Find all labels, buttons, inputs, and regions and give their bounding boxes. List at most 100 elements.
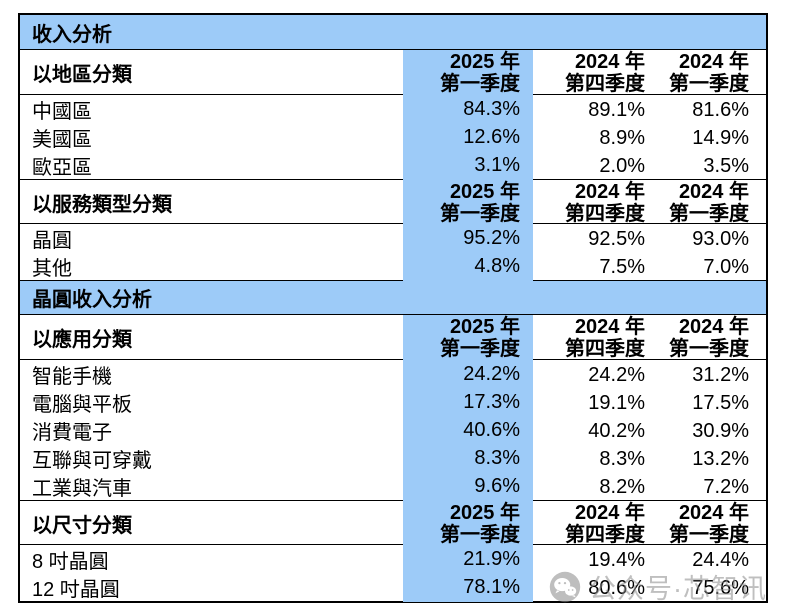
value-cell: 8.3% [599, 447, 645, 470]
quarter-year: 2025 年 [449, 50, 520, 73]
quarter-year: 2025 年 [449, 501, 520, 524]
quarter-year: 2025 年 [449, 315, 520, 338]
quarter-header-2024q4: 2024 年 第四季度 [533, 50, 658, 95]
row-label: 工業與汽車 [32, 478, 132, 500]
value-cell: 3.1% [403, 151, 533, 180]
row-label: 12 吋晶圓 [32, 579, 120, 601]
quarter-year: 2024 年 [574, 180, 645, 203]
value-cell: 30.9% [692, 419, 749, 442]
row-label: 晶圓 [32, 230, 72, 252]
value-cell: 80.6% [588, 576, 645, 599]
section-title: 晶圓收入分析 [32, 289, 152, 311]
value-cell: 84.3% [403, 95, 533, 124]
table-row: 工業與汽車 9.6% 8.2% 7.2% [20, 472, 766, 501]
value-cell: 40.6% [403, 416, 533, 445]
quarter-name: 第一季度 [440, 337, 520, 360]
quarter-header-2025q1: 2025 年 第一季度 [403, 180, 533, 225]
value-cell: 9.6% [403, 472, 533, 501]
quarter-year: 2024 年 [574, 315, 645, 338]
quarter-header-2024q1: 2024 年 第一季度 [658, 501, 762, 546]
revenue-analysis-table: 收入分析 以地區分類 2025 年 第一季度 2024 年 第四季度 2024 … [18, 13, 768, 603]
table-row: 12 吋晶圓 78.1% 80.6% 75.6% [20, 573, 766, 602]
value-cell: 8.9% [599, 126, 645, 149]
quarter-name: 第一季度 [669, 523, 749, 546]
table-row: 晶圓 95.2% 92.5% 93.0% [20, 224, 766, 253]
value-cell: 19.1% [588, 391, 645, 414]
table-row: 8 吋晶圓 21.9% 19.4% 24.4% [20, 545, 766, 574]
row-label: 消費電子 [32, 422, 112, 444]
row-label: 美國區 [32, 129, 92, 151]
row-label: 8 吋晶圓 [32, 551, 109, 573]
quarter-name: 第一季度 [440, 202, 520, 225]
quarter-year: 2024 年 [678, 50, 749, 73]
group-label: 以應用分類 [32, 329, 132, 351]
value-cell: 17.5% [692, 391, 749, 414]
value-cell: 8.2% [599, 475, 645, 498]
value-cell: 75.6% [692, 576, 749, 599]
value-cell: 19.4% [588, 548, 645, 571]
quarter-name: 第四季度 [565, 337, 645, 360]
value-cell: 40.2% [588, 419, 645, 442]
quarter-header-2025q1: 2025 年 第一季度 [403, 50, 533, 95]
group-label: 以地區分類 [32, 64, 132, 86]
table-row: 智能手機 24.2% 24.2% 31.2% [20, 360, 766, 389]
value-cell: 93.0% [692, 227, 749, 250]
value-cell: 7.2% [703, 475, 749, 498]
table-row: 其他 4.8% 7.5% 7.0% [20, 252, 766, 281]
quarter-year: 2025 年 [449, 180, 520, 203]
value-cell: 92.5% [588, 227, 645, 250]
quarter-name: 第一季度 [669, 202, 749, 225]
quarter-name: 第一季度 [669, 72, 749, 95]
value-cell: 89.1% [588, 98, 645, 121]
value-cell: 4.8% [403, 252, 533, 281]
quarter-year: 2024 年 [574, 50, 645, 73]
quarter-name: 第四季度 [565, 523, 645, 546]
quarter-header-2024q1: 2024 年 第一季度 [658, 180, 762, 225]
quarter-name: 第一季度 [440, 72, 520, 95]
value-cell: 21.9% [403, 545, 533, 574]
row-label: 電腦與平板 [32, 394, 132, 416]
value-cell: 7.5% [599, 255, 645, 278]
value-cell: 13.2% [692, 447, 749, 470]
quarter-year: 2024 年 [678, 501, 749, 524]
quarter-header-2024q4: 2024 年 第四季度 [533, 315, 658, 360]
table-row: 電腦與平板 17.3% 19.1% 17.5% [20, 388, 766, 417]
value-cell: 31.2% [692, 363, 749, 386]
value-cell: 95.2% [403, 224, 533, 253]
quarter-name: 第四季度 [565, 202, 645, 225]
value-cell: 24.4% [692, 548, 749, 571]
table-row: 互聯與可穿戴 8.3% 8.3% 13.2% [20, 444, 766, 473]
quarter-year: 2024 年 [678, 315, 749, 338]
quarter-header-2024q1: 2024 年 第一季度 [658, 315, 762, 360]
value-cell: 14.9% [692, 126, 749, 149]
quarter-name: 第一季度 [669, 337, 749, 360]
value-cell: 8.3% [403, 444, 533, 473]
row-label: 互聯與可穿戴 [32, 450, 152, 472]
value-cell: 2.0% [599, 154, 645, 177]
group-header-service-type: 以服務類型分類 2025 年 第一季度 2024 年 第四季度 2024 年 第… [20, 179, 766, 225]
section-header-wafer-revenue: 晶圓收入分析 [20, 280, 766, 315]
group-header-region: 以地區分類 2025 年 第一季度 2024 年 第四季度 2024 年 第一季… [20, 50, 766, 95]
value-cell: 24.2% [588, 363, 645, 386]
value-cell: 24.2% [403, 360, 533, 389]
section-title: 收入分析 [32, 23, 112, 46]
table-row: 中國區 84.3% 89.1% 81.6% [20, 95, 766, 124]
row-label: 中國區 [32, 101, 92, 123]
value-cell: 81.6% [692, 98, 749, 121]
value-cell: 78.1% [403, 573, 533, 602]
quarter-year: 2024 年 [574, 501, 645, 524]
row-label: 歐亞區 [32, 157, 92, 179]
group-header-application: 以應用分類 2025 年 第一季度 2024 年 第四季度 2024 年 第一季… [20, 315, 766, 360]
row-label: 其他 [32, 258, 72, 280]
row-label: 智能手機 [32, 366, 112, 388]
quarter-header-2025q1: 2025 年 第一季度 [403, 501, 533, 546]
group-label: 以服務類型分類 [32, 194, 172, 216]
quarter-header-2024q1: 2024 年 第一季度 [658, 50, 762, 95]
section-header-revenue: 收入分析 [20, 15, 766, 50]
value-cell: 17.3% [403, 388, 533, 417]
quarter-name: 第一季度 [440, 523, 520, 546]
table-row: 歐亞區 3.1% 2.0% 3.5% [20, 151, 766, 180]
group-header-wafer-size: 以尺寸分類 2025 年 第一季度 2024 年 第四季度 2024 年 第一季… [20, 500, 766, 546]
quarter-name: 第四季度 [565, 72, 645, 95]
value-cell: 12.6% [403, 123, 533, 152]
